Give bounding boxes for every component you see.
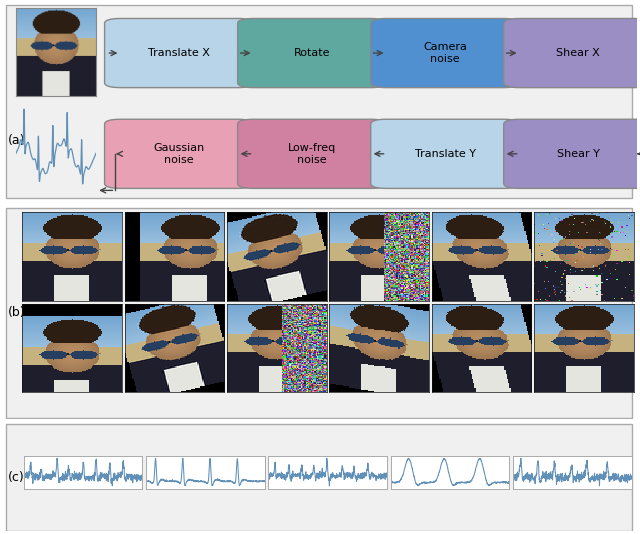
FancyBboxPatch shape — [237, 19, 387, 88]
FancyBboxPatch shape — [6, 208, 632, 418]
Text: Shear Y: Shear Y — [557, 149, 600, 159]
FancyBboxPatch shape — [504, 119, 640, 189]
FancyBboxPatch shape — [237, 119, 387, 189]
Text: Rotate: Rotate — [294, 48, 330, 58]
Text: (a): (a) — [8, 135, 26, 147]
FancyBboxPatch shape — [104, 119, 253, 189]
FancyBboxPatch shape — [504, 19, 640, 88]
FancyBboxPatch shape — [6, 424, 632, 531]
FancyBboxPatch shape — [371, 119, 520, 189]
FancyBboxPatch shape — [6, 5, 632, 198]
Text: (c): (c) — [8, 471, 25, 484]
Text: Translate X: Translate X — [148, 48, 210, 58]
Text: Camera
noise: Camera noise — [423, 42, 467, 64]
FancyBboxPatch shape — [371, 19, 520, 88]
Text: Shear X: Shear X — [556, 48, 600, 58]
Text: Translate Y: Translate Y — [415, 149, 476, 159]
Text: Gaussian
noise: Gaussian noise — [154, 143, 205, 164]
FancyBboxPatch shape — [104, 19, 253, 88]
Text: (b): (b) — [8, 307, 26, 319]
Text: Low-freq
noise: Low-freq noise — [288, 143, 336, 164]
